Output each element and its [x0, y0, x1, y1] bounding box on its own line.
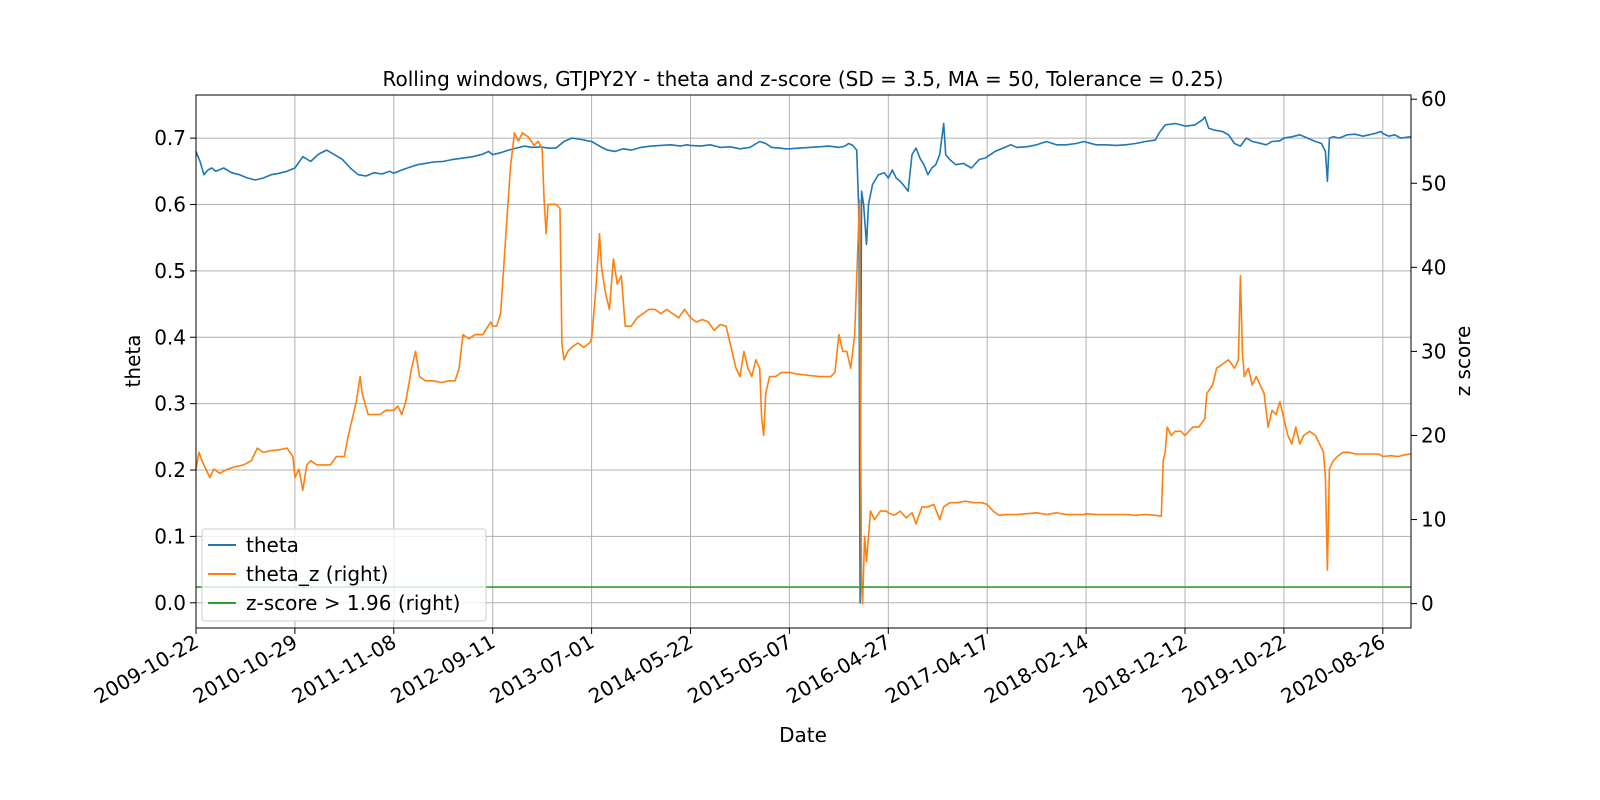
y-axis-right: 0 10 20 30 40 50 60	[1411, 87, 1446, 616]
y-axis-label-left: theta	[121, 335, 145, 388]
y-axis-label-right: z score	[1451, 326, 1475, 397]
y-right-tick-label: 10	[1421, 508, 1446, 532]
y-right-tick-label: 50	[1421, 171, 1446, 195]
y-left-tick-label: 0.4	[154, 325, 186, 349]
y-right-tick-label: 30	[1421, 339, 1446, 363]
legend-box	[201, 528, 487, 622]
legend: theta theta_z (right) z-score > 1.96 (righ…	[201, 528, 487, 622]
y-left-tick-label: 0.1	[154, 524, 186, 548]
y-left-tick-label: 0.5	[154, 259, 186, 283]
x-axis-label: Date	[779, 723, 827, 747]
legend-label: z-score > 1.96 (right)	[246, 591, 460, 615]
y-left-tick-label: 0.0	[154, 591, 186, 615]
plot-frame	[195, 94, 1412, 629]
y-right-tick-label: 60	[1421, 87, 1446, 111]
chart-title: Rolling windows, GTJPY2Y - theta and z-s…	[383, 67, 1224, 91]
y-left-tick-label: 0.7	[154, 126, 186, 150]
y-right-tick-label: 40	[1421, 255, 1446, 279]
y-left-tick-label: 0.2	[154, 458, 186, 482]
legend-label: theta_z (right)	[246, 562, 388, 586]
legend-label: theta	[246, 533, 299, 557]
y-right-tick-label: 0	[1421, 592, 1434, 616]
y-left-tick-label: 0.3	[154, 392, 186, 416]
theta-z-line	[195, 132, 1411, 605]
grid	[195, 95, 1411, 628]
y-left-tick-label: 0.6	[154, 193, 186, 217]
y-axis-left: 0.0 0.1 0.2 0.3 0.4 0.5 0.6 0.7	[154, 126, 196, 615]
y-right-tick-label: 20	[1421, 423, 1446, 447]
